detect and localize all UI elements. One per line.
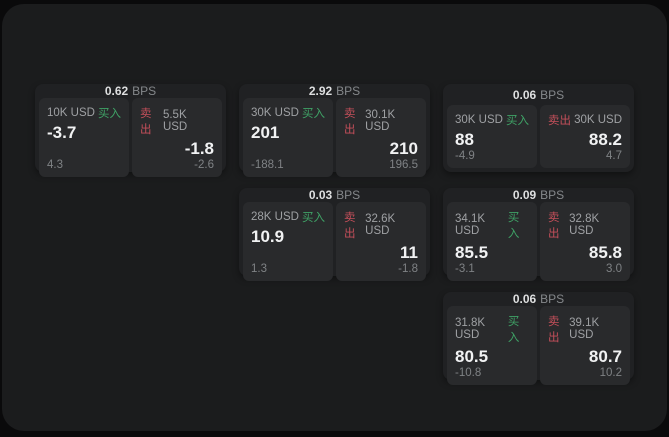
sell-tile[interactable]: 卖出 32.8K USD 85.8 3.0 xyxy=(540,202,630,281)
buy-label: 买入 xyxy=(506,115,529,128)
spread-header: 0.06 BPS xyxy=(447,84,630,105)
buy-delta: -188.1 xyxy=(251,158,284,171)
spread-header: 0.62 BPS xyxy=(39,84,222,98)
sell-tile[interactable]: 卖出 39.1K USD 80.7 10.2 xyxy=(540,306,630,385)
sell-delta: 196.5 xyxy=(389,158,418,171)
buy-notional: 34.1K USD xyxy=(455,213,486,237)
spread-value: 0.06 xyxy=(512,87,537,102)
spread-header: 2.92 BPS xyxy=(243,84,426,98)
sell-tile[interactable]: 卖出 32.6K USD 11 -1.8 xyxy=(336,202,426,281)
buy-tile[interactable]: 28K USD 买入 10.9 1.3 xyxy=(243,202,333,281)
sell-delta: 3.0 xyxy=(606,262,622,275)
sell-price: 11 xyxy=(400,243,418,262)
sell-delta: 10.2 xyxy=(599,366,622,379)
sell-notional: 32.6K USD xyxy=(365,213,396,237)
buy-notional: 30K USD xyxy=(251,107,299,119)
bps-label: BPS xyxy=(540,87,565,102)
buy-delta: 4.3 xyxy=(47,158,63,171)
buy-tile[interactable]: 34.1K USD 买入 85.5 -3.1 xyxy=(447,202,537,281)
quote-card: 0.06 BPS 31.8K USD 买入 80.5 -10.8 卖出 39.1… xyxy=(443,292,634,385)
sell-label: 卖出 xyxy=(140,108,152,136)
sell-label: 卖出 xyxy=(548,212,560,240)
spread-header: 0.03 BPS xyxy=(243,188,426,202)
buy-price: 10.9 xyxy=(251,227,285,246)
quote-card: 2.92 BPS 30K USD 买入 201 -188.1 卖出 30.1K … xyxy=(239,84,430,177)
buy-delta: -10.8 xyxy=(455,366,482,379)
spread-header: 0.09 BPS xyxy=(447,188,630,202)
buy-label: 买入 xyxy=(302,212,325,224)
buy-price: 85.5 xyxy=(455,243,489,262)
buy-label: 买入 xyxy=(302,108,325,120)
sell-notional: 30.1K USD xyxy=(365,109,396,133)
buy-tile[interactable]: 30K USD 买入 201 -188.1 xyxy=(243,98,333,177)
quote-card: 0.62 BPS 10K USD 买入 -3.7 4.3 卖出 5.5K USD xyxy=(35,84,226,177)
sell-tile[interactable]: 卖出 5.5K USD -1.8 -2.6 xyxy=(132,98,222,177)
spread-value: 0.09 xyxy=(512,188,537,202)
sell-notional: 5.5K USD xyxy=(162,109,188,133)
sell-price: -1.8 xyxy=(184,139,214,158)
sell-price: 88.2 xyxy=(588,130,622,150)
buy-price: 88 xyxy=(455,130,474,150)
bps-label: BPS xyxy=(132,84,157,98)
buy-tile[interactable]: 31.8K USD 买入 80.5 -10.8 xyxy=(447,306,537,385)
sell-tile[interactable]: 卖出 30.1K USD 210 196.5 xyxy=(336,98,426,177)
buy-tile[interactable]: 10K USD 买入 -3.7 4.3 xyxy=(39,98,129,177)
quote-card: 0.03 BPS 28K USD 买入 10.9 1.3 卖出 32.6K US… xyxy=(239,188,430,281)
sell-label: 卖出 xyxy=(344,212,356,240)
buy-label: 买入 xyxy=(507,212,520,240)
spread-value: 2.92 xyxy=(308,84,333,98)
sell-notional: 30K USD xyxy=(574,114,622,127)
spread-value: 0.03 xyxy=(308,188,333,202)
sell-label: 卖出 xyxy=(548,115,571,128)
sell-label: 卖出 xyxy=(344,108,356,136)
quote-card: 0.09 BPS 34.1K USD 买入 85.5 -3.1 卖出 32.8K… xyxy=(443,188,634,281)
sell-price: 85.8 xyxy=(588,243,622,262)
spread-value: 0.06 xyxy=(512,292,537,306)
buy-notional: 28K USD xyxy=(251,211,299,223)
quote-cards-grid: 0.62 BPS 10K USD 买入 -3.7 4.3 卖出 5.5K USD xyxy=(35,84,634,385)
sell-notional: 39.1K USD xyxy=(569,317,600,341)
sell-notional: 32.8K USD xyxy=(569,213,600,237)
bps-label: BPS xyxy=(540,292,565,306)
sell-price: 80.7 xyxy=(588,347,622,366)
buy-notional: 31.8K USD xyxy=(455,317,486,341)
buy-price: 80.5 xyxy=(455,347,489,366)
sell-delta: -2.6 xyxy=(194,158,214,171)
buy-delta: -3.1 xyxy=(455,262,475,275)
buy-tile[interactable]: 30K USD 买入 88 -4.9 xyxy=(447,105,537,168)
buy-delta: 1.3 xyxy=(251,262,267,275)
sell-delta: 4.7 xyxy=(606,150,622,162)
bps-label: BPS xyxy=(336,84,361,98)
spread-value: 0.62 xyxy=(104,84,129,98)
buy-label: 买入 xyxy=(507,316,520,344)
spread-header: 0.06 BPS xyxy=(447,292,630,306)
buy-label: 买入 xyxy=(98,108,121,120)
buy-notional: 30K USD xyxy=(455,114,503,127)
sell-price: 210 xyxy=(389,139,418,158)
quote-card: 0.06 BPS 30K USD 买入 88 -4.9 卖出 30K USD xyxy=(443,84,634,172)
app-panel: 0.62 BPS 10K USD 买入 -3.7 4.3 卖出 5.5K USD xyxy=(2,4,667,431)
buy-price: 201 xyxy=(251,123,280,142)
sell-label: 卖出 xyxy=(548,316,560,344)
bps-label: BPS xyxy=(540,188,565,202)
buy-price: -3.7 xyxy=(47,123,77,142)
bps-label: BPS xyxy=(336,188,361,202)
buy-delta: -4.9 xyxy=(455,150,475,162)
sell-delta: -1.8 xyxy=(398,262,418,275)
sell-tile[interactable]: 卖出 30K USD 88.2 4.7 xyxy=(540,105,630,168)
buy-notional: 10K USD xyxy=(47,107,95,119)
